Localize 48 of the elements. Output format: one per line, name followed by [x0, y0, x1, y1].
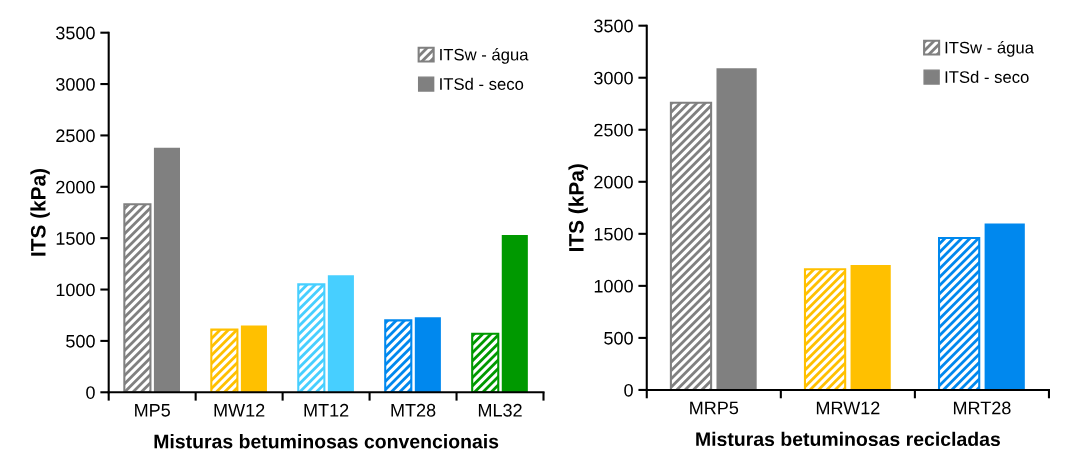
legend-label: ITSd - seco: [440, 77, 524, 90]
y-tick-label: 3000: [56, 77, 95, 91]
y-tick-label: 2500: [56, 129, 95, 143]
bar: [153, 147, 181, 393]
bar: [297, 283, 326, 393]
y-tick-label: 2000: [56, 180, 95, 194]
bar: [210, 328, 239, 393]
y-tick-label: 3000: [594, 71, 633, 85]
y-axis-title: ITS (kPa): [30, 168, 50, 256]
bar: [240, 325, 267, 393]
y-tick-label: 1500: [56, 232, 95, 245]
bar: [803, 268, 847, 390]
y-tick-label: 2500: [594, 123, 633, 137]
x-axis-title: Misturas betuminosas recicladas: [696, 431, 1000, 447]
x-tick-label: MW12: [214, 403, 265, 417]
y-tick-label: 2000: [594, 175, 633, 189]
y-tick-label: 3500: [56, 26, 95, 40]
x-tick-label: MRW12: [816, 401, 880, 415]
x-axis-title: Misturas betuminosas convencionais: [154, 434, 499, 449]
y-tick-label: 1500: [594, 227, 633, 241]
bar: [123, 203, 152, 393]
y-tick-label: 0: [624, 383, 633, 397]
y-tick-label: 500: [604, 331, 633, 345]
bar: [984, 223, 1025, 390]
y-tick-label: 500: [66, 334, 95, 348]
x-tick-label: MT12: [304, 403, 349, 417]
bar: [850, 265, 891, 390]
bar: [327, 275, 354, 393]
legend-label: ITSd - seco: [945, 70, 1029, 83]
bar: [937, 236, 981, 390]
x-tick-label: ML32: [478, 403, 522, 417]
x-tick-label: MP5: [135, 404, 170, 417]
bar: [471, 332, 500, 393]
legend-label: ITSw - água: [945, 41, 1034, 57]
y-tick-label: 0: [86, 386, 95, 399]
bar: [414, 317, 441, 393]
y-tick-label: 1000: [594, 279, 633, 293]
legend-label: ITSw - água: [440, 48, 529, 64]
bar: [501, 235, 528, 393]
y-tick-label: 1000: [56, 283, 95, 297]
y-axis-title: ITS (kPa): [568, 164, 588, 251]
y-tick-label: 3500: [594, 19, 633, 33]
bar: [669, 101, 713, 390]
bar: [384, 319, 413, 393]
bar: [716, 68, 757, 390]
x-tick-label: MRT28: [953, 401, 1011, 415]
x-tick-label: MT28: [391, 403, 436, 417]
x-tick-label: MRP5: [690, 401, 739, 415]
